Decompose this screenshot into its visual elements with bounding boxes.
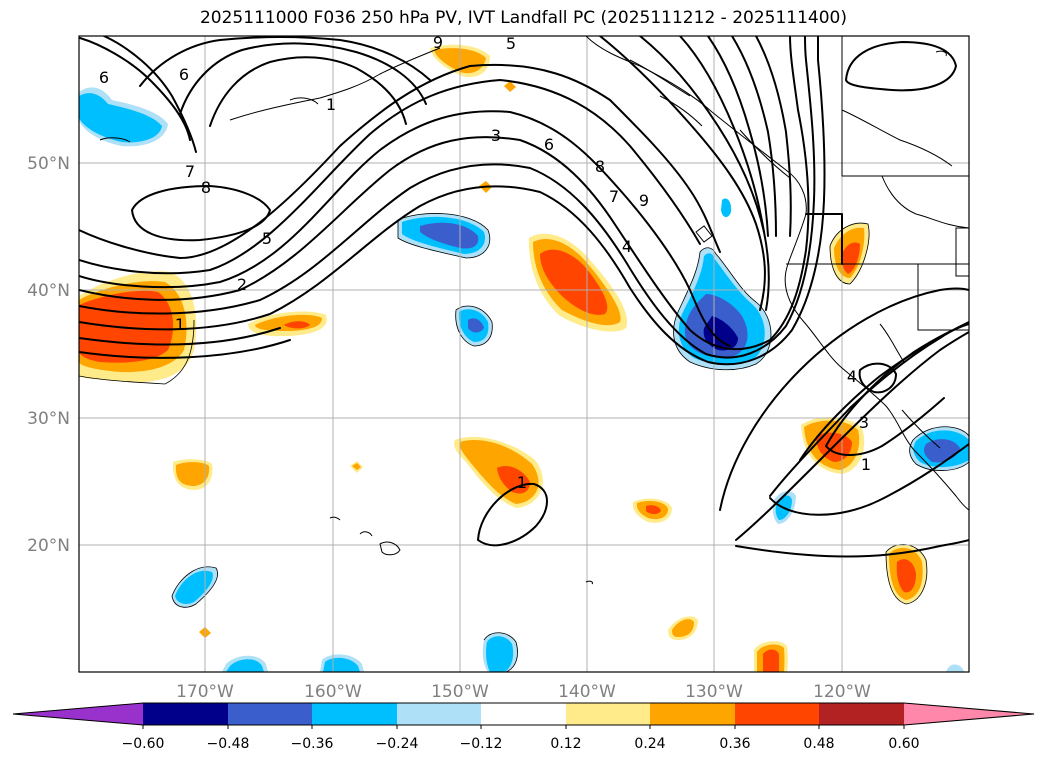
contour-label: 1 [175, 315, 185, 334]
colorbar-segment [735, 703, 819, 725]
colorbar-segment [566, 703, 650, 725]
colorbar-tick-label: 0.12 [550, 736, 581, 752]
lon-label: 120°W [813, 682, 871, 702]
colorbar-segment [143, 703, 228, 725]
contour-label: 4 [847, 367, 857, 386]
colorbar-segment [481, 703, 566, 725]
lat-label: 50°N [27, 154, 70, 174]
contour-label: 4 [622, 237, 632, 256]
map-frame [78, 35, 970, 673]
contour-label: 8 [201, 178, 211, 197]
colorbar-tick-label: −0.48 [207, 736, 250, 752]
colorbar-segment [312, 703, 397, 725]
lon-label: 140°W [558, 682, 616, 702]
contour-label: 3 [859, 413, 869, 432]
lat-label: 30°N [27, 409, 70, 429]
ivt-contours [79, 36, 969, 558]
contour-label: 7 [609, 187, 619, 206]
colorbar-segment [904, 703, 1034, 725]
contour-label: 7 [185, 162, 195, 181]
contour-label: 6 [99, 68, 109, 87]
colorbar-tick-label: −0.36 [291, 736, 334, 752]
contour-label: 8 [595, 157, 605, 176]
colorbar: −0.60 −0.48 −0.36 −0.24 −0.12 0.12 0.24 … [12, 702, 1035, 752]
lon-label: 160°W [304, 682, 362, 702]
colorbar-tick-label: 0.36 [719, 736, 750, 752]
contour-label: 5 [506, 34, 516, 53]
longitude-labels: 170°W 160°W 150°W 140°W 130°W 120°W [176, 682, 871, 702]
colorbar-tick-label: −0.12 [460, 736, 503, 752]
contour-label: 2 [237, 275, 247, 294]
lon-label: 170°W [176, 682, 234, 702]
figure-title: 2025111000 F036 250 hPa PV, IVT Landfall… [199, 8, 847, 28]
lon-label: 130°W [685, 682, 743, 702]
colorbar-segment [819, 703, 904, 725]
lat-label: 40°N [27, 281, 70, 301]
contour-label: 1 [861, 455, 871, 474]
colorbar-tick-label: 0.48 [803, 736, 834, 752]
contour-label: 1 [326, 95, 336, 114]
coastlines [99, 36, 969, 585]
colorbar-tick-label: −0.60 [122, 736, 165, 752]
colorbar-segment [228, 703, 312, 725]
contour-label: 1 [517, 473, 527, 492]
contour-label: 9 [433, 33, 443, 52]
colorbar-tick-label: 0.60 [888, 736, 919, 752]
colorbar-segment [13, 703, 143, 725]
contour-label: 6 [179, 65, 189, 84]
contour-label: 3 [491, 126, 501, 145]
colorbar-segment [397, 703, 481, 725]
colorbar-tick-label: −0.24 [376, 736, 419, 752]
colorbar-segment [650, 703, 735, 725]
latitude-labels: 50°N 40°N 30°N 20°N [27, 154, 70, 556]
ivt-contour-labels: 6 9 5 6 1 3 6 8 7 9 4 7 8 5 2 1 1 4 3 1 [99, 33, 871, 492]
lat-label: 20°N [27, 536, 70, 556]
colorbar-tick-label: 0.24 [634, 736, 665, 752]
lon-label: 150°W [431, 682, 489, 702]
contour-label: 9 [639, 191, 649, 210]
contour-label: 5 [262, 229, 272, 248]
contour-label: 6 [544, 135, 554, 154]
